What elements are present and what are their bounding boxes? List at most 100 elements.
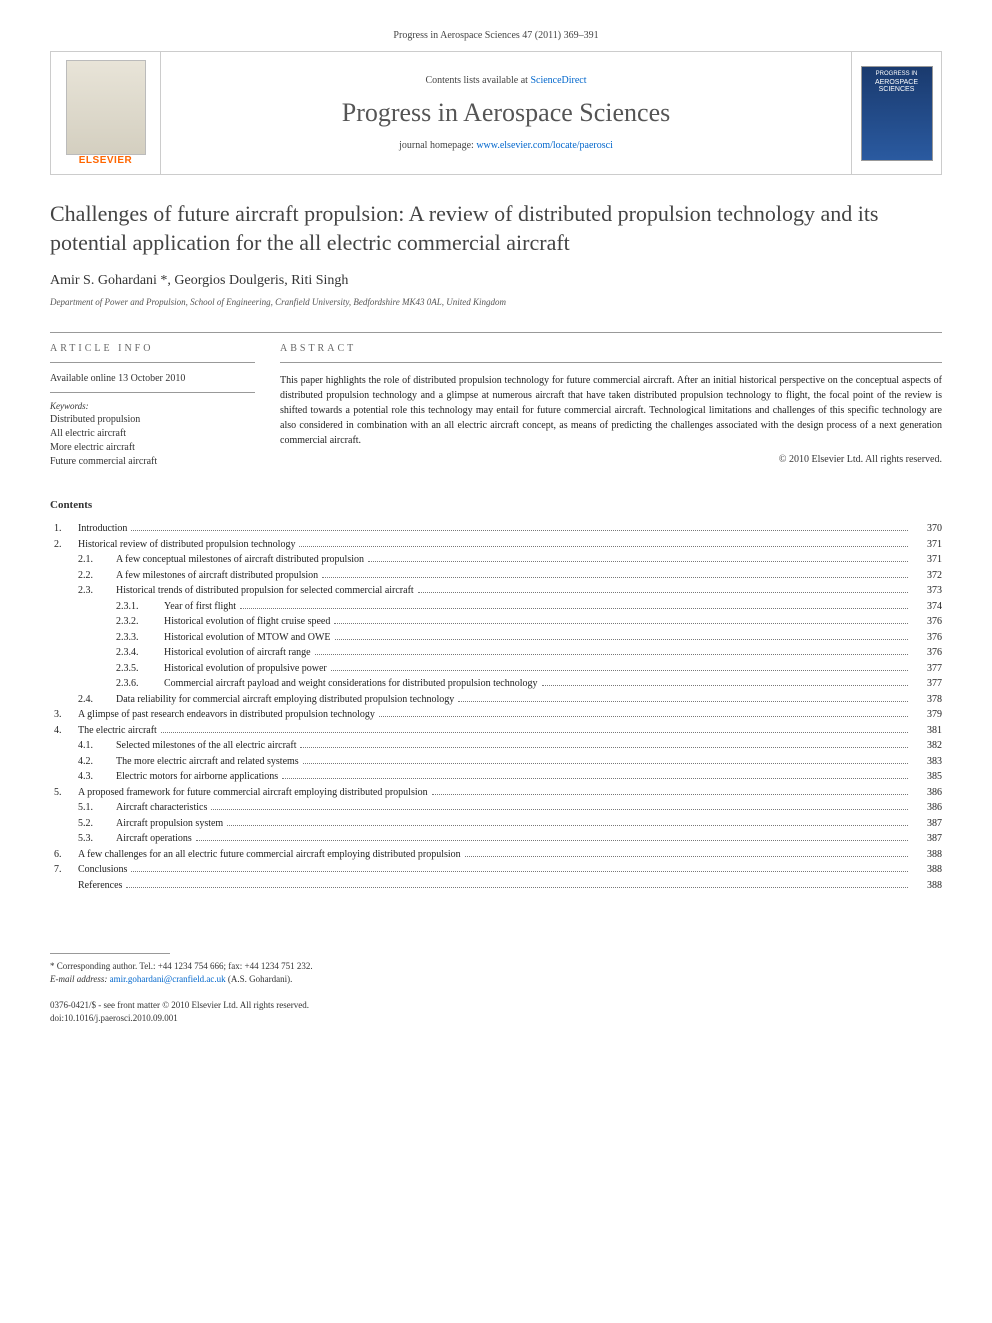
toc-number: 4. xyxy=(50,723,78,739)
toc-dots xyxy=(196,840,908,841)
toc-page: 386 xyxy=(912,800,942,816)
toc-row: References388 xyxy=(50,878,942,894)
info-abstract-row: ARTICLE INFO Available online 13 October… xyxy=(50,332,942,469)
toc-row: 2.3.4.Historical evolution of aircraft r… xyxy=(50,645,942,661)
toc-dots xyxy=(227,825,908,826)
toc-dots xyxy=(211,809,908,810)
toc-number: 2.3.1. xyxy=(116,599,164,615)
corr-label: * Corresponding author. Tel.: xyxy=(50,961,158,971)
toc-row: 2.3.2.Historical evolution of flight cru… xyxy=(50,614,942,630)
toc-number: 7. xyxy=(50,862,78,878)
toc-title: Electric motors for airborne application… xyxy=(116,769,278,785)
toc-page: 385 xyxy=(912,769,942,785)
toc-row: 4.1.Selected milestones of the all elect… xyxy=(50,738,942,754)
toc-title: A few conceptual milestones of aircraft … xyxy=(116,552,364,568)
toc-dots xyxy=(126,887,908,888)
cover-top: PROGRESS IN xyxy=(864,71,930,77)
toc-row: 4.The electric aircraft381 xyxy=(50,723,942,739)
toc-title: References xyxy=(78,878,122,894)
toc-title: Historical evolution of MTOW and OWE xyxy=(164,630,331,646)
corr-fax: +44 1234 751 232. xyxy=(245,961,313,971)
toc-dots xyxy=(465,856,908,857)
toc-number: 2.1. xyxy=(78,552,116,568)
keyword-item: Future commercial aircraft xyxy=(50,455,255,469)
toc-row: 1.Introduction370 xyxy=(50,521,942,537)
toc-page: 377 xyxy=(912,661,942,677)
toc-number: 3. xyxy=(50,707,78,723)
abstract-text: This paper highlights the role of distri… xyxy=(280,373,942,448)
toc-row: 2.Historical review of distributed propu… xyxy=(50,537,942,553)
front-matter-line: 0376-0421/$ - see front matter © 2010 El… xyxy=(50,1000,309,1010)
toc-dots xyxy=(334,623,908,624)
toc-page: 374 xyxy=(912,599,942,615)
toc-dots xyxy=(418,592,908,593)
toc-page: 379 xyxy=(912,707,942,723)
toc-dots xyxy=(322,577,908,578)
toc-page: 376 xyxy=(912,630,942,646)
toc-title: Aircraft characteristics xyxy=(116,800,207,816)
toc-page: 388 xyxy=(912,862,942,878)
toc-dots xyxy=(303,763,908,764)
toc-dots xyxy=(331,670,908,671)
toc-number: 1. xyxy=(50,521,78,537)
toc-number: 5.1. xyxy=(78,800,116,816)
toc-page: 386 xyxy=(912,785,942,801)
toc-row: 2.3.Historical trends of distributed pro… xyxy=(50,583,942,599)
toc-number: 2.3.6. xyxy=(116,676,164,692)
contents-heading: Contents xyxy=(50,499,942,511)
keywords-list: Distributed propulsionAll electric aircr… xyxy=(50,413,255,469)
toc-title: Commercial aircraft payload and weight c… xyxy=(164,676,538,692)
journal-name: Progress in Aerospace Sciences xyxy=(342,98,671,128)
journal-cover-icon: PROGRESS IN AEROSPACE SCIENCES xyxy=(861,66,933,161)
cover-block: PROGRESS IN AEROSPACE SCIENCES xyxy=(851,52,941,174)
abstract-heading: ABSTRACT xyxy=(280,333,942,363)
toc-title: A few milestones of aircraft distributed… xyxy=(116,568,318,584)
email-suffix: (A.S. Gohardani). xyxy=(226,974,293,984)
abstract: ABSTRACT This paper highlights the role … xyxy=(280,333,942,469)
toc-page: 371 xyxy=(912,552,942,568)
toc-number: 2.3.2. xyxy=(116,614,164,630)
toc-row: 2.4.Data reliability for commercial airc… xyxy=(50,692,942,708)
front-matter: 0376-0421/$ - see front matter © 2010 El… xyxy=(50,999,942,1024)
toc-title: A glimpse of past research endeavors in … xyxy=(78,707,375,723)
toc-title: Historical review of distributed propuls… xyxy=(78,537,295,553)
toc-page: 376 xyxy=(912,645,942,661)
toc-dots xyxy=(315,654,908,655)
toc-row: 2.2.A few milestones of aircraft distrib… xyxy=(50,568,942,584)
homepage-prefix: journal homepage: xyxy=(399,140,476,151)
toc-page: 382 xyxy=(912,738,942,754)
affiliation: Department of Power and Propulsion, Scho… xyxy=(50,297,942,307)
fax-label: ; fax: xyxy=(224,961,245,971)
toc-title: Introduction xyxy=(78,521,127,537)
toc-row: 5.2.Aircraft propulsion system387 xyxy=(50,816,942,832)
toc-row: 4.3.Electric motors for airborne applica… xyxy=(50,769,942,785)
table-of-contents: 1.Introduction3702.Historical review of … xyxy=(50,521,942,893)
toc-title: Conclusions xyxy=(78,862,127,878)
email-link[interactable]: amir.gohardani@cranfield.ac.uk xyxy=(110,974,226,984)
contents-prefix: Contents lists available at xyxy=(425,75,530,86)
homepage-line: journal homepage: www.elsevier.com/locat… xyxy=(399,140,613,151)
toc-page: 381 xyxy=(912,723,942,739)
toc-title: Historical evolution of flight cruise sp… xyxy=(164,614,330,630)
toc-title: A few challenges for an all electric fut… xyxy=(78,847,461,863)
toc-row: 2.1.A few conceptual milestones of aircr… xyxy=(50,552,942,568)
keyword-item: More electric aircraft xyxy=(50,441,255,455)
sciencedirect-link[interactable]: ScienceDirect xyxy=(530,75,586,86)
toc-title: A proposed framework for future commerci… xyxy=(78,785,428,801)
toc-row: 2.3.5.Historical evolution of propulsive… xyxy=(50,661,942,677)
homepage-link[interactable]: www.elsevier.com/locate/paerosci xyxy=(476,140,613,151)
toc-row: 5.A proposed framework for future commer… xyxy=(50,785,942,801)
toc-page: 372 xyxy=(912,568,942,584)
toc-dots xyxy=(379,716,908,717)
toc-number: 2.3.5. xyxy=(116,661,164,677)
elsevier-logo: ELSEVIER xyxy=(79,155,132,166)
toc-page: 371 xyxy=(912,537,942,553)
toc-number: 4.1. xyxy=(78,738,116,754)
toc-title: Aircraft propulsion system xyxy=(116,816,223,832)
toc-number: 4.3. xyxy=(78,769,116,785)
toc-dots xyxy=(161,732,908,733)
article-info-heading: ARTICLE INFO xyxy=(50,333,255,363)
toc-number: 5.2. xyxy=(78,816,116,832)
toc-title: Selected milestones of the all electric … xyxy=(116,738,296,754)
article-title: Challenges of future aircraft propulsion… xyxy=(50,200,942,257)
